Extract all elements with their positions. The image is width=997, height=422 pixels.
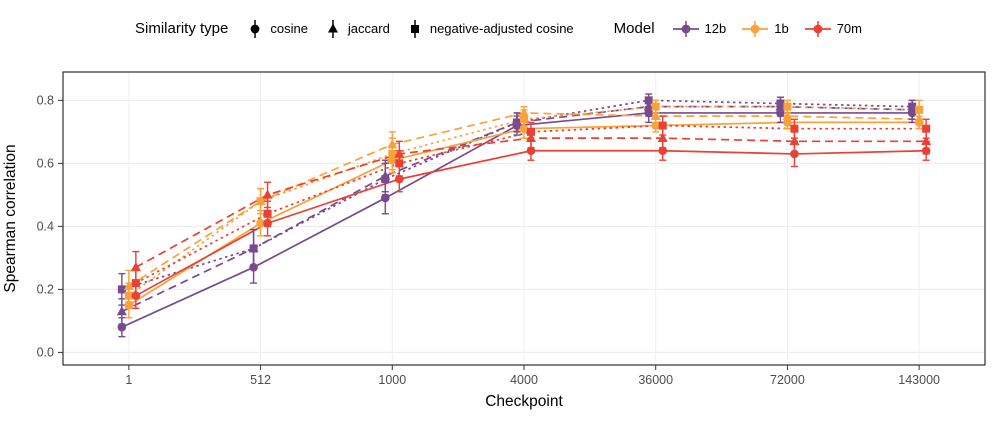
data-point-circle <box>526 146 536 156</box>
data-point-triangle <box>657 132 668 142</box>
data-point-square <box>131 279 140 288</box>
y-axis-title: Spearman correlation <box>2 144 19 292</box>
data-point-square <box>644 96 653 105</box>
cosine-marker-icon <box>250 19 260 38</box>
data-point-circle <box>658 146 668 156</box>
data-point-square <box>922 124 931 133</box>
data-point-circle <box>256 218 265 228</box>
data-point-square <box>651 102 660 111</box>
data-point-circle <box>394 174 404 184</box>
x-tick-label: 143000 <box>898 373 940 387</box>
data-point-triangle <box>782 110 793 120</box>
legend-item-model-1b: 1b <box>740 17 789 41</box>
data-point-square <box>776 99 785 108</box>
data-point-circle <box>117 322 127 332</box>
x-tick-label: 1000 <box>378 373 406 387</box>
legend-item-model-12b: 12b <box>671 17 727 41</box>
data-point-square <box>790 124 799 133</box>
legend-item-cosine: cosine <box>244 17 308 41</box>
model-1b-key-icon <box>742 20 769 37</box>
data-point-square <box>388 149 397 158</box>
legend-item-jaccard: jaccard <box>322 17 390 41</box>
data-point-triangle <box>921 135 932 146</box>
model-12b-key-icon <box>672 20 699 37</box>
legend-item-negadj-cosine: negative-adjusted cosine <box>404 17 574 41</box>
legend-model-title: Model <box>613 20 655 37</box>
y-tick-label: 0.6 <box>37 157 54 171</box>
data-point-triangle <box>116 306 127 316</box>
jaccard-marker-icon <box>327 19 338 38</box>
y-tick-label: 0.2 <box>37 283 54 297</box>
x-tick-label: 1 <box>125 373 132 387</box>
data-point-square <box>915 105 924 114</box>
legend-label-1b: 1b <box>774 21 789 36</box>
data-point-triangle <box>789 135 800 146</box>
data-point-triangle <box>650 110 661 120</box>
x-axis-title: Checkpoint <box>485 393 563 410</box>
model-70m-key-icon <box>804 20 831 37</box>
data-point-circle <box>651 121 661 130</box>
data-point-square <box>381 175 390 184</box>
data-point-circle <box>380 193 390 203</box>
data-point-square <box>117 285 126 294</box>
data-point-square <box>263 209 272 218</box>
data-point-square <box>658 121 667 130</box>
y-tick-label: 0.4 <box>37 220 54 234</box>
x-tick-label: 72000 <box>770 373 805 387</box>
data-point-triangle <box>130 261 141 272</box>
data-point-square <box>908 102 917 111</box>
chart: 1 512 1000 4000 36000 72000 143000 0.0 0.2 0.4 0.6… <box>2 71 986 410</box>
data-point-square <box>124 291 133 300</box>
y-tick-label: 0.8 <box>37 94 54 108</box>
x-tick-label: 4000 <box>510 373 538 387</box>
y-tick-label: 0.0 <box>37 346 54 360</box>
legend: Similarity type cosine jaccard negative-… <box>0 0 997 57</box>
legend-item-model-70m: 70m <box>803 17 862 41</box>
legend-similarity-title: Similarity type <box>134 20 229 37</box>
legend-label-negadj-cosine: negative-adjusted cosine <box>429 21 574 36</box>
x-tick-label: 512 <box>250 373 271 387</box>
data-point-square <box>783 102 792 111</box>
data-point-square <box>527 127 535 136</box>
legend-label-jaccard: jaccard <box>347 21 390 36</box>
legend-label-cosine: cosine <box>270 21 308 36</box>
legend-label-70m: 70m <box>836 21 862 36</box>
legend-label-12b: 12b <box>704 21 727 36</box>
data-point-square <box>513 118 521 127</box>
data-point-square <box>395 159 404 168</box>
data-point-square <box>256 197 265 206</box>
plot-area: 1 512 1000 4000 36000 72000 143000 0.0 0.2 0.4 0.6… <box>0 57 997 417</box>
data-point-square <box>520 115 528 124</box>
negative-adjusted-cosine-marker-icon <box>410 19 419 38</box>
data-point-square <box>249 244 258 253</box>
data-point-triangle <box>262 189 273 199</box>
x-tick-label: 36000 <box>638 373 673 387</box>
